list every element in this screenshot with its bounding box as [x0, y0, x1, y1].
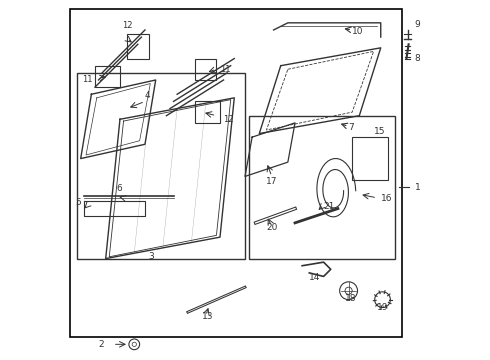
- Text: 13: 13: [202, 312, 214, 321]
- Text: 9: 9: [415, 20, 420, 29]
- Text: 3: 3: [148, 252, 154, 261]
- Text: 19: 19: [377, 303, 388, 312]
- Bar: [195, 102, 220, 123]
- Text: 11: 11: [83, 75, 93, 84]
- Text: 15: 15: [373, 127, 385, 136]
- Text: 12: 12: [122, 21, 132, 30]
- Text: 20: 20: [267, 223, 278, 232]
- Bar: [352, 137, 388, 180]
- Bar: [77, 73, 245, 258]
- Bar: [248, 116, 395, 258]
- Text: 12: 12: [223, 115, 234, 124]
- Text: 8: 8: [415, 54, 420, 63]
- Text: 11: 11: [220, 65, 230, 74]
- Text: 1: 1: [415, 183, 420, 192]
- Text: 18: 18: [345, 294, 357, 303]
- Text: 5: 5: [75, 198, 81, 207]
- Bar: [127, 33, 148, 59]
- Text: 7: 7: [348, 123, 354, 132]
- Text: 2: 2: [98, 340, 104, 349]
- Text: 4: 4: [145, 91, 150, 100]
- Bar: [195, 59, 217, 80]
- Bar: [95, 66, 120, 87]
- Text: 10: 10: [352, 27, 364, 36]
- Text: 6: 6: [117, 184, 122, 193]
- Text: 16: 16: [381, 194, 392, 203]
- Text: 21: 21: [323, 202, 335, 211]
- Text: 17: 17: [267, 176, 278, 185]
- Text: 14: 14: [309, 273, 320, 282]
